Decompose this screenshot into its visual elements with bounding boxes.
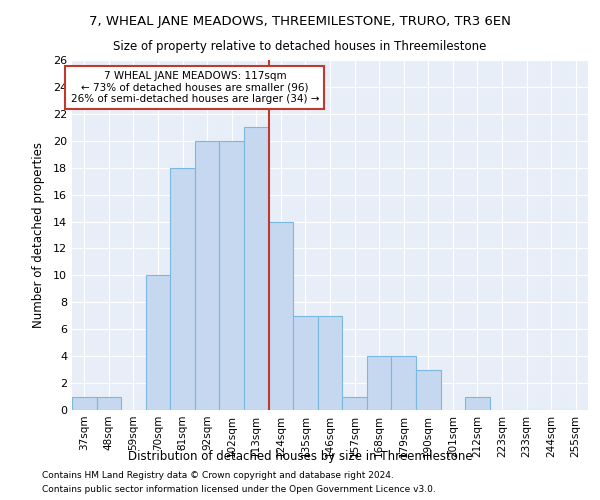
Bar	[293, 316, 318, 410]
Bar	[72, 396, 97, 410]
Text: 7 WHEAL JANE MEADOWS: 117sqm
← 73% of detached houses are smaller (96)
26% of se: 7 WHEAL JANE MEADOWS: 117sqm ← 73% of de…	[71, 71, 319, 104]
Bar	[342, 396, 367, 410]
Y-axis label: Number of detached properties: Number of detached properties	[32, 142, 44, 328]
Bar	[220, 141, 244, 410]
Text: Size of property relative to detached houses in Threemilestone: Size of property relative to detached ho…	[113, 40, 487, 53]
Bar	[244, 128, 269, 410]
Bar	[97, 396, 121, 410]
Text: Contains public sector information licensed under the Open Government Licence v3: Contains public sector information licen…	[42, 486, 436, 494]
Bar	[367, 356, 391, 410]
Text: 7, WHEAL JANE MEADOWS, THREEMILESTONE, TRURO, TR3 6EN: 7, WHEAL JANE MEADOWS, THREEMILESTONE, T…	[89, 15, 511, 28]
Bar	[465, 396, 490, 410]
Bar	[170, 168, 195, 410]
Bar	[416, 370, 440, 410]
Bar	[195, 141, 220, 410]
Bar	[391, 356, 416, 410]
Text: Distribution of detached houses by size in Threemilestone: Distribution of detached houses by size …	[128, 450, 472, 463]
Bar	[269, 222, 293, 410]
Bar	[318, 316, 342, 410]
Bar	[146, 276, 170, 410]
Text: Contains HM Land Registry data © Crown copyright and database right 2024.: Contains HM Land Registry data © Crown c…	[42, 470, 394, 480]
